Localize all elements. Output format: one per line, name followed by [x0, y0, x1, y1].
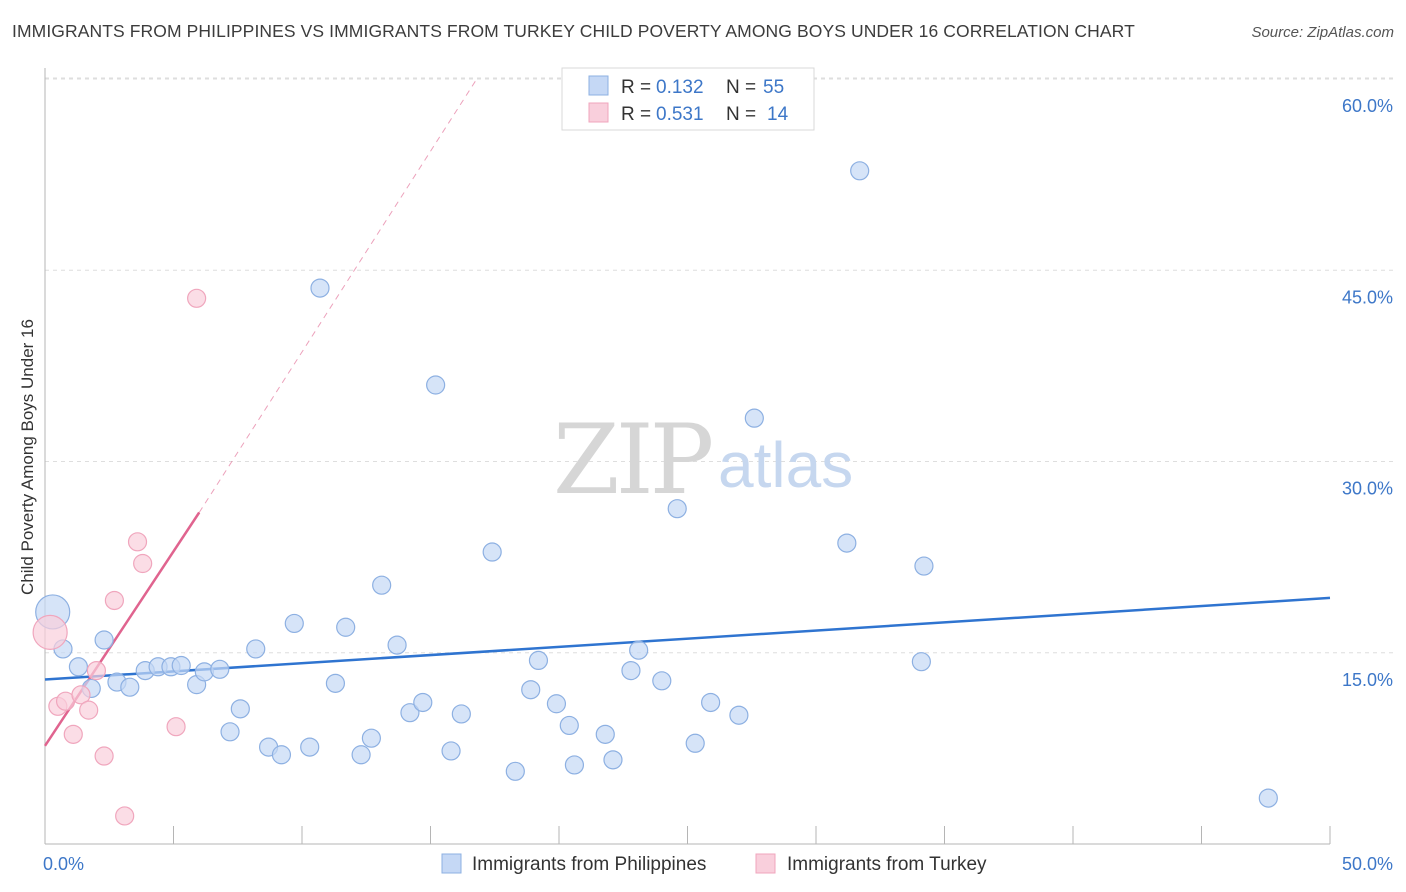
axis-ticks: 15.0% 30.0% 45.0% 60.0% 0.0% 50.0%: [43, 96, 1393, 874]
data-point-philippines: [68, 657, 89, 677]
data-point-philippines: [911, 652, 931, 672]
data-point-philippines: [413, 692, 433, 713]
data-point-turkey: [32, 614, 68, 650]
grid-lines: [45, 77, 1395, 654]
legend-swatch-turkey: [588, 102, 609, 123]
data-point-philippines: [336, 617, 356, 637]
data-point-philippines: [621, 660, 641, 681]
data-point-philippines: [546, 694, 567, 714]
data-point-philippines: [451, 704, 471, 724]
data-point-philippines: [701, 692, 721, 713]
data-point-philippines: [220, 722, 240, 742]
legend-n-label-philippines: N =: [726, 77, 756, 98]
correlation-legend: R = 0.132 N = 55 R = 0.531 N = 14: [561, 67, 815, 131]
data-point-turkey: [104, 590, 124, 611]
data-point-turkey: [94, 746, 114, 766]
data-point-philippines: [426, 375, 446, 395]
y-axis-label: Child Poverty Among Boys Under 16: [18, 319, 37, 595]
data-point-philippines: [685, 733, 705, 753]
source-credit: Source: ZipAtlas.com: [1251, 24, 1394, 41]
data-point-turkey: [133, 553, 153, 574]
data-point-philippines: [528, 650, 549, 671]
data-point-philippines: [351, 745, 371, 765]
data-point-philippines: [271, 745, 292, 765]
legend-r-value-turkey: 0.531: [656, 104, 704, 125]
data-point-philippines: [505, 761, 525, 781]
data-point-philippines: [595, 724, 615, 744]
data-point-philippines: [914, 556, 934, 576]
watermark-zip: ZIP: [553, 404, 712, 516]
y-tick-label: 15.0%: [1342, 670, 1393, 690]
data-point-philippines: [521, 680, 541, 700]
data-point-philippines: [120, 677, 140, 697]
data-point-turkey: [127, 532, 148, 552]
data-point-philippines: [300, 737, 320, 757]
data-point-philippines: [94, 630, 114, 650]
bottom-legend-label-turkey: Immigrants from Turkey: [787, 854, 987, 875]
data-point-philippines: [652, 671, 672, 691]
data-point-philippines: [667, 499, 687, 519]
bottom-legend-swatch-turkey: [755, 853, 776, 874]
chart-title: IMMIGRANTS FROM PHILIPPINES VS IMMIGRANT…: [12, 21, 1135, 41]
data-point-philippines: [171, 655, 191, 676]
data-point-philippines: [482, 542, 502, 562]
legend-r-label-philippines: R =: [621, 77, 651, 98]
data-point-turkey: [115, 806, 135, 826]
y-tick-label: 60.0%: [1342, 96, 1393, 116]
trendline-turkey-extension: [198, 78, 478, 513]
data-point-philippines: [361, 728, 381, 748]
bottom-legend-swatch-philippines: [441, 853, 462, 874]
data-point-turkey: [187, 288, 207, 308]
legend-n-value-philippines: 55: [763, 77, 784, 98]
data-point-philippines: [629, 640, 649, 660]
data-points: [32, 161, 1278, 826]
data-point-philippines: [744, 408, 764, 428]
data-point-turkey: [86, 660, 107, 681]
bottom-legend-label-philippines: Immigrants from Philippines: [472, 854, 706, 875]
trendline-philippines: [44, 596, 1331, 681]
data-point-turkey: [166, 717, 186, 737]
legend-n-label-turkey: N =: [726, 104, 756, 125]
data-point-philippines: [603, 750, 623, 770]
data-point-philippines: [400, 703, 420, 723]
data-point-philippines: [230, 699, 250, 719]
watermark: ZIP atlas: [553, 404, 853, 516]
data-point-philippines: [564, 755, 585, 775]
data-point-philippines: [210, 659, 230, 679]
data-point-philippines: [372, 575, 392, 595]
data-point-philippines: [559, 715, 579, 736]
x-tick-label-max: 50.0%: [1342, 854, 1393, 874]
data-point-philippines: [837, 533, 857, 553]
data-point-philippines: [325, 673, 346, 693]
data-point-philippines: [246, 639, 266, 659]
legend-swatch-philippines: [588, 75, 609, 96]
series-legend: Immigrants from Philippines Immigrants f…: [441, 853, 987, 875]
legend-n-value-turkey: 14: [767, 104, 789, 125]
data-point-turkey: [79, 700, 99, 720]
data-point-philippines: [1258, 788, 1278, 808]
legend-r-label-turkey: R =: [621, 104, 651, 125]
x-tick-label-min: 0.0%: [43, 854, 84, 874]
data-point-philippines: [850, 161, 870, 181]
data-point-turkey: [63, 724, 83, 744]
data-point-turkey: [71, 685, 91, 705]
trendline-turkey: [43, 511, 201, 747]
y-tick-label: 45.0%: [1342, 287, 1393, 307]
watermark-atlas: atlas: [718, 429, 853, 501]
data-point-philippines: [387, 635, 407, 655]
data-point-philippines: [310, 278, 330, 298]
legend-r-value-philippines: 0.132: [656, 77, 704, 98]
data-point-philippines: [729, 705, 749, 725]
data-point-philippines: [441, 741, 461, 761]
y-tick-label: 30.0%: [1342, 479, 1393, 499]
data-point-philippines: [284, 613, 304, 634]
